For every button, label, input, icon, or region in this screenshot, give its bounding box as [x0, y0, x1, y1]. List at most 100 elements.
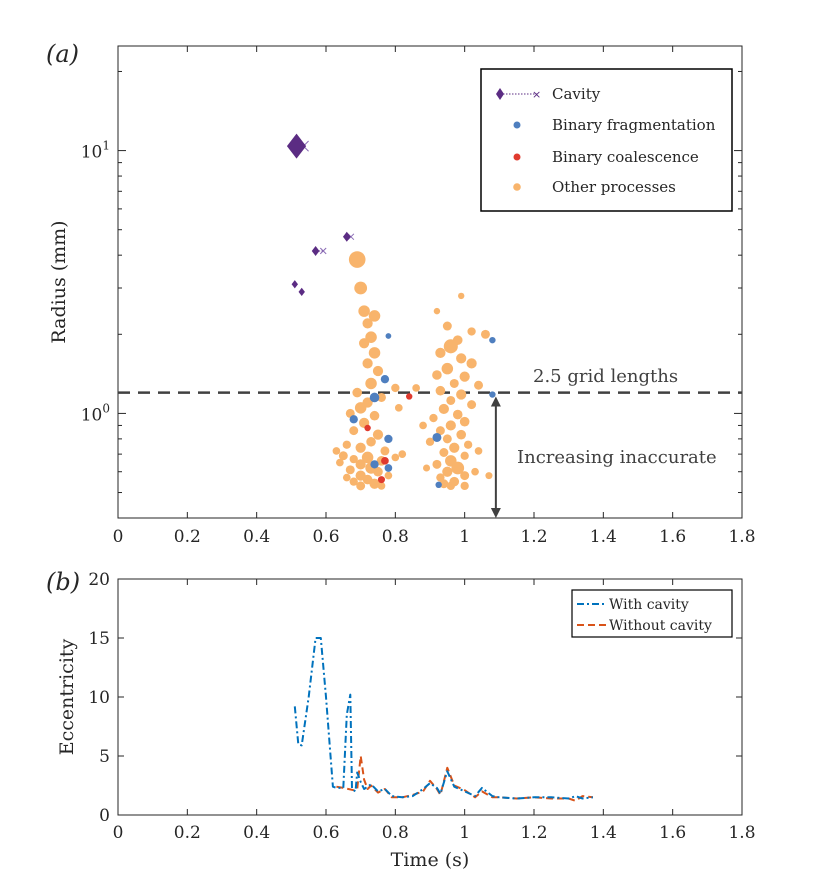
- other-process-point: [435, 426, 445, 436]
- other-process-point: [449, 442, 460, 453]
- other-process-point: [376, 392, 386, 402]
- other-process-point: [369, 478, 380, 489]
- other-process-point: [398, 450, 407, 458]
- fragmentation-point: [370, 460, 379, 469]
- other-process-point: [442, 321, 452, 331]
- panel-a-xtick-label: 1.4: [590, 527, 617, 547]
- panel-b-label: (b): [46, 568, 80, 596]
- cavity-point: [342, 231, 351, 242]
- other-process-point: [435, 385, 446, 396]
- with-cavity-line: [293, 637, 594, 800]
- other-process-point: [435, 347, 446, 358]
- legend-other-label: Other processes: [552, 178, 676, 196]
- other-process-point: [459, 371, 470, 382]
- inaccurate-label: Increasing inaccurate: [517, 447, 717, 468]
- other-process-point: [442, 434, 452, 444]
- panel-b-ytick-label: 0: [99, 806, 110, 826]
- other-process-point: [446, 481, 455, 491]
- panel-b-ytick-label: 15: [88, 629, 110, 649]
- other-process-point: [456, 389, 467, 400]
- other-process-point: [380, 446, 390, 456]
- other-process-point: [425, 437, 435, 446]
- legend-fragmentation-marker: [513, 121, 521, 129]
- other-process-point: [441, 362, 454, 375]
- other-process-point: [373, 466, 383, 477]
- panel-b-ytick-label: 5: [99, 747, 110, 767]
- fragmentation-point: [380, 374, 390, 384]
- panel-a-xtick-label: 0.8: [382, 527, 409, 547]
- svg-text:×: ×: [532, 88, 541, 101]
- inaccurate-arrow-head-up: [490, 396, 501, 407]
- panel-a: 0 0.2 0.4 0.6 0.8 1 1.2 1.4 1.6 1.8 100 101 (a) Rad…: [46, 40, 756, 547]
- other-process-point: [445, 420, 456, 431]
- fragmentation-point: [432, 432, 442, 442]
- other-process-point: [460, 481, 469, 491]
- other-process-point: [365, 377, 377, 390]
- panel-a-xtick-label: 0: [113, 527, 124, 547]
- fragmentation-point: [435, 481, 442, 489]
- panel-b-xtick-label: 1: [459, 823, 470, 843]
- other-process-point: [372, 429, 384, 440]
- other-process-point: [362, 318, 373, 329]
- other-process-point: [391, 383, 400, 393]
- other-process-point: [452, 409, 463, 420]
- panel-a-xtick-label: 1.8: [728, 527, 755, 547]
- panel-b-xtick-label: 0.6: [312, 823, 339, 843]
- other-process-point: [354, 402, 367, 414]
- other-process-point: [458, 292, 465, 300]
- other-process-point: [443, 339, 458, 354]
- coalescence-point: [364, 424, 371, 432]
- other-process-point: [336, 458, 344, 467]
- fragmentation-point: [489, 391, 496, 398]
- other-process-point: [338, 451, 348, 461]
- other-process-point: [423, 464, 431, 472]
- other-process-point: [365, 331, 377, 343]
- other-process-point: [467, 327, 476, 336]
- other-process-point: [368, 310, 381, 322]
- other-process-point: [356, 481, 366, 491]
- panel-b-ticks: 0 0.2 0.4 0.6 0.8 1 1.2 1.4 1.6 1.8 0 5 10 15 20: [88, 570, 755, 843]
- other-process-point: [391, 453, 400, 462]
- other-process-point: [332, 447, 341, 455]
- other-process-point: [362, 358, 373, 369]
- panel-b-xtick-label: 0: [113, 823, 124, 843]
- reference-line-group: [118, 391, 742, 518]
- panel-b-ytick-label: 10: [88, 688, 110, 708]
- other-process-point: [348, 251, 366, 268]
- legend-without-cavity-label: Without cavity: [609, 618, 712, 634]
- panel-b-xtick-label: 0.4: [243, 823, 270, 843]
- fragmentation-point: [384, 434, 393, 444]
- panel-b-ylabel: Eccentricity: [56, 638, 78, 755]
- other-process-point: [349, 454, 358, 464]
- other-process-point: [432, 370, 442, 380]
- cavity-x-marker: [319, 247, 327, 255]
- panel-a-ticks: 0 0.2 0.4 0.6 0.8 1 1.2 1.4 1.6 1.8 100 101: [81, 46, 756, 547]
- other-process-point: [349, 426, 359, 436]
- other-process-point: [463, 440, 473, 449]
- other-process-point: [442, 466, 453, 477]
- panel-b-lines: [293, 637, 594, 802]
- other-process-point: [394, 404, 403, 412]
- panel-a-xtick-label: 0.4: [243, 527, 270, 547]
- coalescence-point: [406, 393, 413, 400]
- grid-lengths-label: 2.5 grid lengths: [533, 366, 678, 387]
- panel-a-xtick-label: 0.2: [174, 527, 201, 547]
- panel-b-legend-box: [571, 589, 733, 638]
- cavity-point: [311, 245, 320, 256]
- other-process-point: [377, 482, 386, 490]
- panel-b-xtick-label: 1.4: [590, 823, 617, 843]
- other-process-point: [439, 448, 449, 457]
- panel-b-ytick-label: 20: [88, 570, 110, 590]
- other-process-point: [480, 329, 490, 339]
- other-process-point: [432, 459, 442, 469]
- panel-b-legend: With cavity Without cavity: [571, 589, 733, 638]
- fragmentation-point: [489, 336, 496, 344]
- other-process-point: [474, 380, 484, 390]
- other-process-point: [369, 410, 380, 421]
- other-process-point: [352, 387, 363, 398]
- legend-fragmentation-label: Binary fragmentation: [552, 116, 716, 134]
- panel-a-xtick-label: 1.2: [520, 527, 547, 547]
- other-process-point: [354, 281, 368, 295]
- other-process-point: [355, 442, 366, 453]
- other-process-point: [366, 436, 376, 447]
